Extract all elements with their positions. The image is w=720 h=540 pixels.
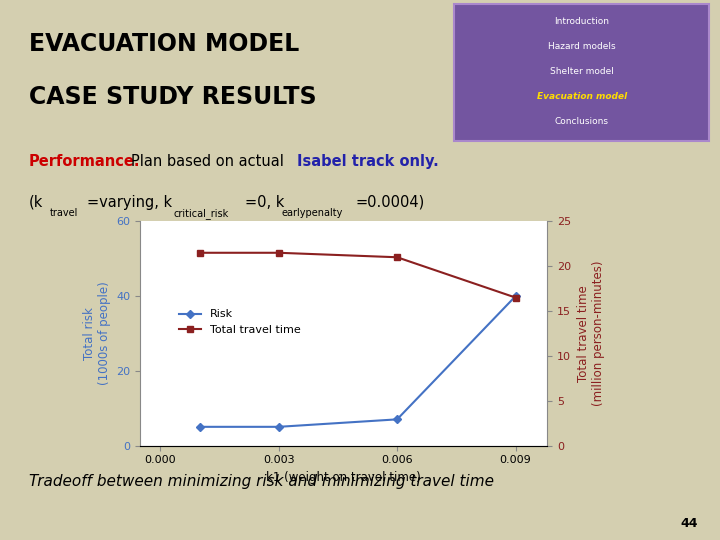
Text: travel: travel <box>50 208 78 219</box>
Text: Hazard models: Hazard models <box>548 42 616 51</box>
Text: =varying, k: =varying, k <box>88 195 173 210</box>
Total travel time <box>195 249 204 256</box>
Text: EVACUATION MODEL: EVACUATION MODEL <box>29 32 299 56</box>
Text: critical_risk: critical_risk <box>174 208 228 219</box>
Text: 44: 44 <box>681 517 698 530</box>
Risk <box>195 423 204 430</box>
Text: Performance.: Performance. <box>29 154 140 169</box>
Y-axis label: Total travel time
(million person-minutes): Total travel time (million person-minute… <box>577 261 605 406</box>
Risk <box>274 423 283 430</box>
Line: Total travel time: Total travel time <box>197 249 518 301</box>
Line: Risk: Risk <box>197 293 518 430</box>
Legend: Risk, Total travel time: Risk, Total travel time <box>174 305 305 340</box>
Risk <box>393 416 402 423</box>
X-axis label: k1 (weight on travel time): k1 (weight on travel time) <box>266 471 421 484</box>
Text: earlypenalty: earlypenalty <box>282 208 343 219</box>
FancyBboxPatch shape <box>454 4 709 141</box>
Risk <box>511 293 520 299</box>
Text: =0, k: =0, k <box>245 195 284 210</box>
Text: Shelter model: Shelter model <box>550 67 613 76</box>
Text: Evacuation model: Evacuation model <box>536 92 627 101</box>
Text: CASE STUDY RESULTS: CASE STUDY RESULTS <box>29 85 316 109</box>
Text: Conclusions: Conclusions <box>554 117 609 125</box>
Total travel time <box>393 254 402 260</box>
Text: =0.0004): =0.0004) <box>356 195 425 210</box>
Text: Isabel track only.: Isabel track only. <box>297 154 439 169</box>
Text: Plan based on actual: Plan based on actual <box>131 154 284 169</box>
Total travel time <box>511 294 520 301</box>
Text: Tradeoff between minimizing risk and minimizing travel time: Tradeoff between minimizing risk and min… <box>29 474 494 489</box>
Total travel time <box>274 249 283 256</box>
Text: (k: (k <box>29 195 43 210</box>
Y-axis label: Total risk
(1000s of people): Total risk (1000s of people) <box>83 281 111 386</box>
Text: Introduction: Introduction <box>554 17 609 26</box>
